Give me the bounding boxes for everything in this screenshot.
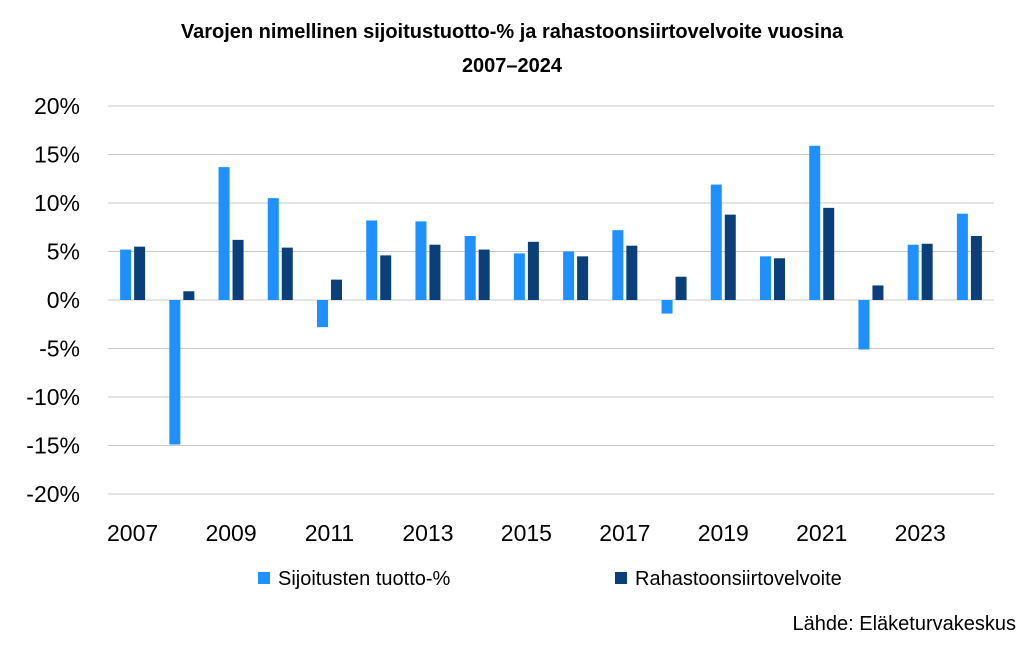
x-tick-label: 2007: [107, 520, 158, 546]
bar-tuotto-2015: [513, 253, 525, 300]
y-tick-label: -5%: [39, 336, 80, 362]
bar-tuotto-2009: [218, 167, 230, 300]
bar-velvoite-2023: [921, 243, 933, 300]
bar-tuotto-2020: [760, 256, 771, 300]
bar-velvoite-2009: [232, 239, 244, 300]
bar-tuotto-2016: [563, 251, 575, 300]
bar-tuotto-2014: [464, 235, 476, 300]
bar-tuotto-2024: [956, 213, 968, 300]
bar-tuotto-2011: [317, 300, 328, 328]
bar-tuotto-2021: [809, 145, 821, 300]
bar-velvoite-2020: [774, 258, 785, 300]
bar-tuotto-2012: [366, 220, 378, 300]
bar-velvoite-2011: [331, 279, 342, 300]
source-note: Lähde: Eläketurvakeskus: [793, 613, 1016, 635]
bar-tuotto-2019: [710, 184, 722, 300]
y-tick-label: 20%: [34, 93, 80, 119]
bar-velvoite-2010: [281, 247, 293, 300]
legend-swatch: [615, 572, 627, 584]
legend-label: Rahastoonsiirtovelvoite: [635, 568, 842, 590]
bar-velvoite-2024: [970, 235, 982, 300]
bar-tuotto-2023: [907, 244, 919, 300]
y-tick-label: 10%: [34, 190, 80, 216]
y-tick-label: 5%: [47, 239, 80, 265]
y-tick-label: -15%: [26, 433, 80, 459]
x-tick-label: 2019: [698, 520, 749, 546]
bar-velvoite-2012: [380, 255, 392, 300]
bars: [120, 145, 982, 445]
chart-title-line-2: 2007–2024: [462, 55, 563, 77]
bar-velvoite-2017: [626, 245, 638, 300]
bar-tuotto-2018: [661, 300, 673, 314]
y-axis-tick-labels: 20% 15% 10% 5% 0% -5% -10% -15% -20%: [26, 93, 80, 507]
bar-tuotto-2017: [612, 230, 624, 300]
bar-velvoite-2019: [724, 214, 736, 300]
y-tick-label: -10%: [26, 384, 80, 410]
bar-velvoite-2018: [675, 276, 687, 300]
x-axis-tick-labels: 2007 2009 2011 2013 2015 2017 2019 2021 2023: [107, 520, 946, 546]
legend: Sijoitusten tuotto-% Rahastoonsiirtovelvo…: [258, 568, 842, 590]
x-tick-label: 2009: [205, 520, 256, 546]
x-tick-label: 2011: [305, 520, 354, 546]
legend-label: Sijoitusten tuotto-%: [278, 568, 451, 590]
x-tick-label: 2023: [895, 520, 946, 546]
bar-tuotto-2013: [415, 221, 427, 300]
bar-velvoite-2016: [577, 256, 589, 300]
chart-title-line-1: Varojen nimellinen sijoitustuotto-% ja r…: [181, 21, 844, 43]
y-tick-label: -20%: [26, 481, 80, 507]
bar-velvoite-2015: [527, 241, 539, 300]
x-tick-label: 2015: [501, 520, 552, 546]
x-tick-label: 2021: [796, 520, 847, 546]
y-tick-label: 0%: [47, 287, 80, 313]
bar-tuotto-2010: [267, 198, 279, 300]
x-tick-label: 2017: [599, 520, 650, 546]
gridlines: [108, 105, 994, 495]
bar-tuotto-2008: [169, 300, 181, 445]
legend-swatch: [258, 572, 270, 584]
bar-velvoite-2013: [429, 244, 441, 300]
bar-tuotto-2007: [120, 249, 132, 300]
bar-velvoite-2008: [183, 291, 195, 300]
y-tick-label: 15%: [34, 142, 80, 168]
bar-velvoite-2022: [872, 285, 884, 300]
bar-velvoite-2021: [823, 207, 835, 300]
bar-velvoite-2007: [134, 246, 146, 300]
x-tick-label: 2013: [402, 520, 453, 546]
bar-velvoite-2014: [478, 249, 490, 300]
bar-tuotto-2022: [858, 300, 870, 350]
